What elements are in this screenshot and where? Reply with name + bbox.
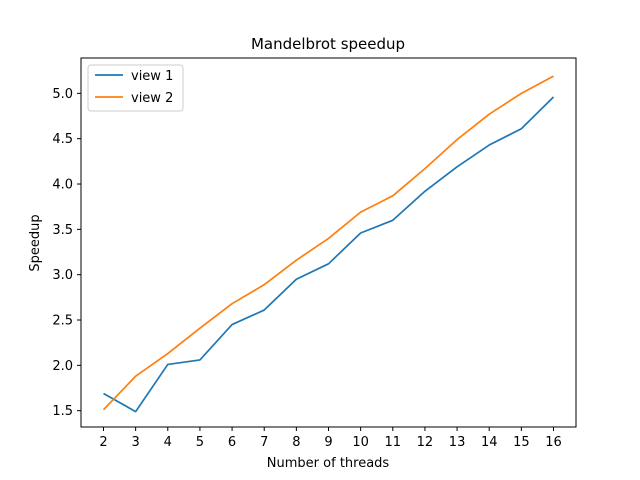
x-tick-label: 10 xyxy=(352,435,369,450)
y-axis-ticks: 1.5 2.0 2.5 3.0 3.5 4.0 4.5 5.0 xyxy=(52,87,81,419)
chart-title: Mandelbrot speedup xyxy=(251,35,405,53)
y-tick-label: 5.0 xyxy=(52,87,73,102)
x-tick-label: 9 xyxy=(324,435,332,450)
y-tick-label: 1.5 xyxy=(52,404,73,419)
x-tick-label: 16 xyxy=(545,435,562,450)
x-tick-label: 6 xyxy=(228,435,236,450)
x-tick-label: 2 xyxy=(99,435,107,450)
x-tick-label: 15 xyxy=(513,435,530,450)
y-tick-label: 3.5 xyxy=(52,223,73,238)
x-tick-label: 3 xyxy=(132,435,140,450)
y-tick-label: 2.5 xyxy=(52,314,73,329)
x-tick-label: 5 xyxy=(196,435,204,450)
series-line-view-1 xyxy=(103,96,555,413)
x-tick-label: 14 xyxy=(481,435,498,450)
series-line-view-2 xyxy=(102,75,554,411)
legend-label-view-1: view 1 xyxy=(131,69,173,84)
x-tick-label: 13 xyxy=(449,435,466,450)
x-tick-label: 12 xyxy=(417,435,434,450)
legend: view 1 view 2 xyxy=(87,64,184,112)
legend-box xyxy=(87,64,184,112)
y-tick-label: 3.0 xyxy=(52,268,73,283)
x-axis-label: Number of threads xyxy=(267,456,390,471)
y-tick-label: 4.5 xyxy=(52,132,73,147)
x-tick-label: 4 xyxy=(164,435,172,450)
series-lines xyxy=(102,75,555,413)
legend-label-view-2: view 2 xyxy=(131,91,173,106)
x-axis-ticks: 2 3 4 5 6 7 8 9 10 11 12 13 14 15 16 xyxy=(99,427,562,450)
x-tick-label: 7 xyxy=(260,435,268,450)
y-tick-label: 4.0 xyxy=(52,178,73,193)
y-axis-label: Speedup xyxy=(28,214,43,271)
x-tick-label: 8 xyxy=(292,435,300,450)
x-tick-label: 11 xyxy=(385,435,402,450)
y-tick-label: 2.0 xyxy=(52,359,73,374)
